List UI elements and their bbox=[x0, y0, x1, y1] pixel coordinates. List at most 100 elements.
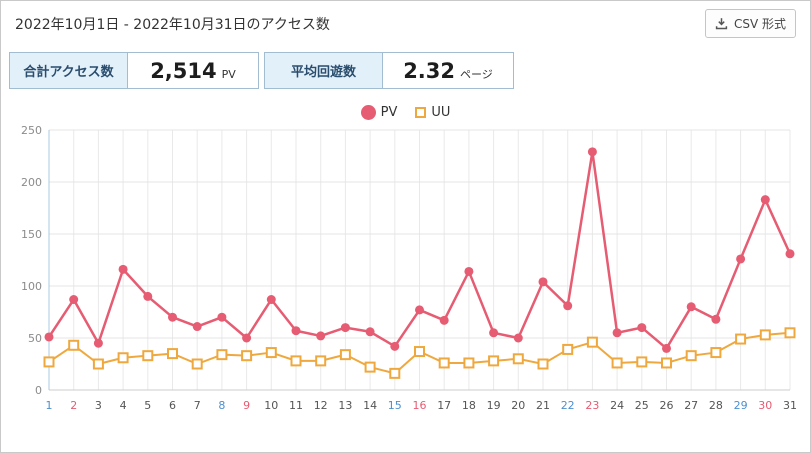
uu-data-point[interactable] bbox=[685, 350, 697, 362]
pv-data-point[interactable] bbox=[538, 277, 548, 287]
x-axis-label: 28 bbox=[709, 399, 723, 412]
pv-data-point[interactable] bbox=[711, 314, 721, 324]
pv-data-point[interactable] bbox=[513, 333, 523, 343]
uu-data-point[interactable] bbox=[759, 329, 771, 341]
uu-data-point[interactable] bbox=[241, 350, 253, 362]
uu-data-point[interactable] bbox=[710, 347, 722, 359]
pv-data-point[interactable] bbox=[563, 301, 573, 311]
uu-data-point[interactable] bbox=[364, 361, 376, 373]
uu-data-point[interactable] bbox=[265, 347, 277, 359]
x-axis-label: 4 bbox=[120, 399, 127, 412]
pv-data-point[interactable] bbox=[93, 338, 103, 348]
uu-data-point[interactable] bbox=[661, 357, 672, 369]
uu-data-point[interactable] bbox=[167, 348, 178, 360]
uu-data-point[interactable] bbox=[389, 367, 401, 379]
pv-data-point[interactable] bbox=[439, 315, 449, 325]
x-axis-label: 31 bbox=[783, 399, 797, 412]
x-axis-label: 29 bbox=[734, 399, 748, 412]
y-axis-label: 0 bbox=[35, 384, 42, 397]
chart-legend: PV UU bbox=[1, 104, 810, 120]
total-access-number: 2,514 bbox=[150, 58, 217, 83]
x-axis-label: 24 bbox=[610, 399, 624, 412]
pv-data-point[interactable] bbox=[118, 264, 128, 274]
uu-data-point[interactable] bbox=[562, 343, 574, 355]
uu-data-point[interactable] bbox=[339, 349, 351, 361]
uu-data-point[interactable] bbox=[537, 358, 549, 370]
x-axis-label: 17 bbox=[437, 399, 451, 412]
pv-data-point[interactable] bbox=[291, 326, 301, 336]
x-axis-label: 20 bbox=[511, 399, 525, 412]
pv-data-point[interactable] bbox=[242, 333, 252, 343]
pv-data-point[interactable] bbox=[44, 332, 54, 342]
y-axis-label: 250 bbox=[21, 124, 42, 137]
pv-data-point[interactable] bbox=[340, 323, 350, 333]
x-axis-label: 22 bbox=[561, 399, 575, 412]
uu-data-point[interactable] bbox=[216, 349, 228, 361]
header: 2022年10月1日 - 2022年10月31日のアクセス数 CSV 形式 bbox=[1, 1, 810, 38]
pv-data-point[interactable] bbox=[143, 291, 153, 301]
uu-data-point[interactable] bbox=[438, 357, 450, 369]
uu-data-point[interactable] bbox=[142, 350, 154, 362]
total-access-unit: PV bbox=[221, 67, 236, 81]
uu-data-point[interactable] bbox=[488, 355, 500, 367]
pv-data-point[interactable] bbox=[168, 312, 177, 322]
uu-data-point[interactable] bbox=[735, 333, 747, 345]
pv-data-point[interactable] bbox=[217, 312, 227, 322]
x-axis-label: 26 bbox=[660, 399, 674, 412]
total-access-stat: 合計アクセス数 2,514 PV bbox=[9, 52, 259, 89]
pv-data-point[interactable] bbox=[662, 343, 671, 353]
y-axis-label: 150 bbox=[21, 228, 42, 241]
uu-data-point[interactable] bbox=[414, 346, 425, 358]
pv-data-point[interactable] bbox=[686, 302, 696, 312]
pv-data-point[interactable] bbox=[464, 266, 474, 276]
uu-data-point[interactable] bbox=[784, 327, 796, 339]
uu-data-point[interactable] bbox=[586, 336, 598, 348]
uu-data-point[interactable] bbox=[463, 357, 475, 369]
uu-data-point[interactable] bbox=[636, 356, 648, 368]
uu-data-point[interactable] bbox=[512, 353, 524, 365]
pv-data-point[interactable] bbox=[736, 254, 746, 264]
pv-data-point[interactable] bbox=[637, 323, 647, 333]
uu-data-point[interactable] bbox=[43, 356, 55, 368]
pv-data-point[interactable] bbox=[266, 295, 276, 305]
pv-data-point[interactable] bbox=[69, 295, 79, 305]
x-axis-label: 13 bbox=[338, 399, 352, 412]
x-axis-label: 8 bbox=[218, 399, 225, 412]
avg-pages-unit: ページ bbox=[460, 68, 493, 81]
uu-data-point[interactable] bbox=[68, 339, 80, 351]
legend-square-icon bbox=[415, 106, 427, 118]
csv-download-button[interactable]: CSV 形式 bbox=[704, 9, 796, 38]
pv-data-point[interactable] bbox=[192, 322, 202, 332]
x-axis-label: 12 bbox=[314, 399, 328, 412]
x-axis-label: 19 bbox=[487, 399, 501, 412]
pv-data-point[interactable] bbox=[415, 305, 424, 315]
uu-data-point[interactable] bbox=[191, 358, 203, 370]
pv-data-point[interactable] bbox=[587, 147, 597, 157]
summary-stats: 合計アクセス数 2,514 PV 平均回遊数 2.32 ページ bbox=[1, 52, 810, 89]
total-access-label: 合計アクセス数 bbox=[10, 53, 128, 88]
page-title: 2022年10月1日 - 2022年10月31日のアクセス数 bbox=[15, 16, 330, 33]
pv-data-point[interactable] bbox=[785, 249, 795, 259]
uu-data-point[interactable] bbox=[92, 358, 104, 370]
legend-label: PV bbox=[380, 104, 398, 120]
pv-data-point[interactable] bbox=[760, 195, 770, 205]
legend-label: UU bbox=[431, 104, 451, 120]
uu-data-point[interactable] bbox=[117, 352, 129, 364]
total-access-value: 2,514 PV bbox=[128, 53, 258, 88]
pv-data-point[interactable] bbox=[365, 327, 375, 337]
uu-data-point[interactable] bbox=[290, 355, 302, 367]
y-axis-labels: 0 50 100 150 200 250 bbox=[21, 124, 42, 397]
uu-series bbox=[43, 327, 796, 379]
pv-data-point[interactable] bbox=[316, 331, 326, 341]
y-axis-label: 50 bbox=[28, 332, 42, 345]
uu-data-point[interactable] bbox=[611, 357, 623, 369]
x-axis-label: 1 bbox=[46, 399, 53, 412]
pv-data-point[interactable] bbox=[612, 328, 622, 338]
pv-data-point[interactable] bbox=[489, 328, 499, 338]
x-axis-label: 23 bbox=[585, 399, 599, 412]
uu-data-point[interactable] bbox=[315, 355, 327, 367]
x-axis-label: 15 bbox=[388, 399, 402, 412]
pv-data-point[interactable] bbox=[390, 341, 400, 351]
